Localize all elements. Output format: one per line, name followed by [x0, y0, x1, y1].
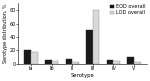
- Bar: [93, 10, 99, 64]
- Bar: [52, 61, 58, 64]
- Bar: [107, 60, 113, 64]
- X-axis label: Serotype: Serotype: [71, 72, 94, 78]
- Bar: [134, 62, 141, 64]
- Bar: [113, 61, 120, 64]
- Y-axis label: Serotype distribution, %: Serotype distribution, %: [3, 4, 8, 63]
- Bar: [86, 30, 93, 64]
- Bar: [24, 50, 31, 64]
- Bar: [128, 57, 134, 64]
- Bar: [66, 59, 72, 64]
- Bar: [45, 60, 52, 64]
- Bar: [31, 52, 38, 64]
- Legend: EOD overall, LOD overall: EOD overall, LOD overall: [110, 4, 146, 16]
- Bar: [72, 62, 79, 64]
